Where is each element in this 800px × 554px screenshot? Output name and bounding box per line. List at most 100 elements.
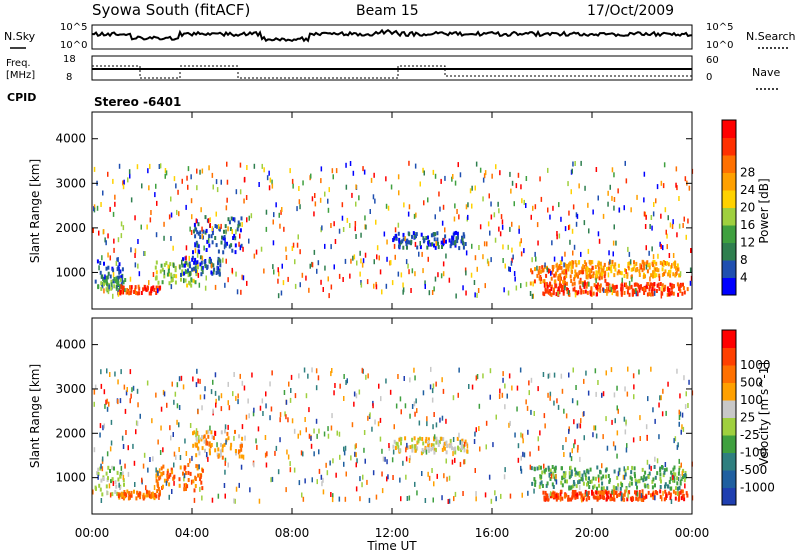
power-scatter-cell [467, 202, 469, 208]
vel-cell [663, 468, 666, 473]
power-scatter-cell [477, 288, 480, 293]
vel-scatter-cell [178, 376, 181, 382]
power-cell [427, 235, 429, 240]
vel-scatter-cell [92, 489, 94, 495]
vel-cell [654, 475, 657, 480]
vel-scatter-cell [143, 452, 146, 458]
power-scatter-cell [298, 186, 300, 191]
vel-cell [678, 494, 681, 499]
vel-scatter-cell [595, 391, 597, 397]
power-scatter-cell [623, 205, 625, 211]
power-cell [405, 239, 408, 244]
power-cell [620, 271, 623, 276]
power-cell [540, 276, 542, 281]
vel-cell [586, 482, 588, 487]
vel-scatter-cell [616, 430, 619, 436]
vel-cell [584, 492, 587, 497]
power-cell [154, 276, 157, 281]
vel-scatter-cell [683, 375, 685, 381]
vel-cell [454, 450, 457, 455]
power-cell [553, 273, 556, 278]
power-cell [112, 268, 115, 273]
power-scatter-cell [163, 269, 166, 275]
power-scatter-cell [199, 169, 201, 175]
power-cell [165, 261, 168, 266]
power-cell [464, 242, 467, 246]
vel-scatter-cell [366, 479, 368, 485]
power-scatter-cell [689, 280, 692, 286]
power-scatter-cell [487, 221, 490, 227]
vel-scatter-cell [459, 439, 461, 445]
vel-scatter-cell [548, 493, 550, 499]
colorbar-tick-label: 4 [740, 271, 748, 285]
vel-cell [114, 489, 117, 494]
power-cell [397, 231, 400, 236]
vel-cell [166, 473, 169, 478]
power-scatter-cell [574, 161, 576, 166]
power-cell [402, 232, 405, 237]
vel-scatter-cell [646, 459, 649, 465]
vel-cell [681, 489, 684, 494]
power-scatter-cell [672, 253, 675, 258]
vel-scatter-cell [555, 479, 558, 485]
vel-scatter-cell [242, 454, 245, 460]
vel-cell [544, 490, 547, 495]
power-scatter-cell [265, 209, 268, 215]
vel-cell [119, 486, 121, 490]
power-scatter-cell [507, 244, 509, 250]
vel-scatter-cell [336, 430, 338, 436]
power-scatter-cell [663, 262, 665, 267]
power-scatter-cell [260, 246, 263, 252]
colorbar-tick-label: 20 [740, 201, 755, 215]
power-scatter-cell [231, 267, 233, 273]
vel-scatter-cell [525, 399, 527, 405]
power-scatter-cell [108, 284, 110, 290]
power-cell [626, 290, 629, 295]
power-scatter-cell [224, 237, 226, 243]
vel-scatter-cell [633, 384, 635, 390]
power-cell [578, 260, 581, 265]
power-scatter-cell [414, 241, 417, 247]
vel-scatter-cell [678, 409, 680, 415]
vel-cell [105, 484, 108, 489]
vel-cell [563, 493, 566, 498]
power-cell [441, 245, 443, 249]
power-cell [627, 266, 630, 271]
power-cell [585, 284, 588, 289]
power-scatter-cell [128, 169, 131, 175]
power-cell [648, 262, 651, 267]
power-scatter-cell [220, 179, 222, 185]
vel-cell [568, 486, 571, 491]
vel-cell [239, 444, 242, 449]
power-scatter-cell [660, 243, 662, 249]
power-cell [611, 262, 614, 267]
power-scatter-cell [597, 231, 600, 237]
power-scatter-cell [644, 224, 647, 229]
vel-scatter-cell [172, 432, 174, 437]
vel-scatter-cell [333, 390, 335, 396]
power-scatter-cell [362, 166, 364, 172]
vel-cell [396, 442, 399, 447]
power-cell [679, 283, 682, 288]
power-cell [592, 271, 595, 276]
power-cell [562, 279, 565, 284]
vel-cell [192, 431, 194, 436]
vel-scatter-cell [459, 461, 462, 467]
vel-scatter-cell [555, 474, 557, 480]
vel-cell [582, 481, 585, 486]
vel-scatter-cell [241, 380, 244, 386]
vel-cell [650, 493, 652, 498]
power-scatter-cell [342, 227, 345, 232]
vel-scatter-cell [100, 383, 103, 389]
vel-cell [241, 454, 243, 459]
vel-scatter-cell [516, 385, 519, 391]
vel-scatter-cell [533, 488, 535, 494]
vel-cell [560, 466, 563, 471]
power-scatter-cell [272, 264, 274, 270]
power-cell [670, 285, 673, 290]
power-scatter-cell [653, 202, 655, 207]
vel-cell [641, 489, 644, 494]
power-cell [456, 239, 459, 244]
vel-scatter-cell [173, 451, 176, 457]
power-cell [237, 224, 240, 229]
